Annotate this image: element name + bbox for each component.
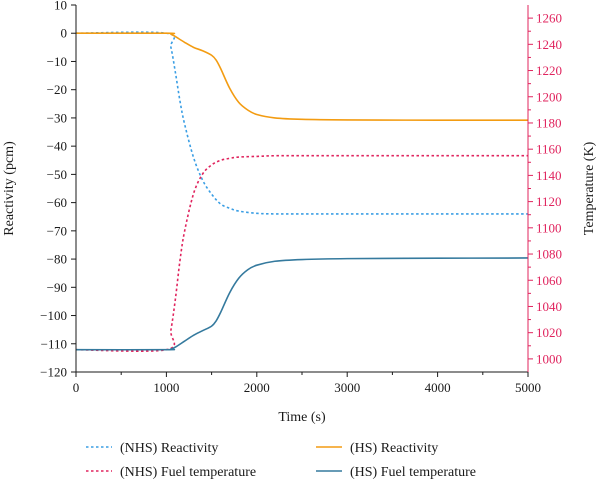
x-tick-label: 5000 <box>515 380 541 395</box>
y-left-tick-label: −110 <box>41 336 67 351</box>
y-left-tick-label: −30 <box>47 110 67 125</box>
y-left-tick-label: 10 <box>54 0 67 13</box>
series-layer <box>76 31 528 352</box>
y-right-tick-label: 1260 <box>536 11 562 26</box>
x-tick-label: 1000 <box>153 380 179 395</box>
y-left-tick-label: 0 <box>61 26 68 41</box>
y-right-tick-label: 1200 <box>536 89 562 104</box>
x-tick-label: 0 <box>73 380 80 395</box>
y-right-tick-label: 1060 <box>536 273 562 288</box>
y-left-tick-label: −80 <box>47 252 67 267</box>
y-right-tick-label: 1120 <box>536 194 562 209</box>
y-right-tick-label: 1140 <box>536 168 562 183</box>
series-nhs-reactivity-line <box>76 31 528 215</box>
y-right-tick-label: 1000 <box>536 351 562 366</box>
legend-label-hs-fuel-temperature: (HS) Fuel temperature <box>350 465 476 480</box>
y-left-tick-label: −90 <box>47 280 67 295</box>
ticks-layer: 0 1000 2000 3000 4000 5000 10 0 −10 −20 −30 −40 −50 −… <box>40 0 562 395</box>
y-left-tick-label: −20 <box>47 82 67 97</box>
y-right-tick-label: 1020 <box>536 325 562 340</box>
y-left-tick-label: −70 <box>47 223 67 238</box>
y-right-tick-label: 1040 <box>536 299 562 314</box>
legend-label-nhs-fuel-temperature: (NHS) Fuel temperature <box>120 465 256 480</box>
y-right-tick-label: 1240 <box>536 37 562 52</box>
y-right-tick-label: 1160 <box>536 142 562 157</box>
y-right-tick-label: 1220 <box>536 63 562 78</box>
legend-label-hs-reactivity: (HS) Reactivity <box>350 441 438 456</box>
x-tick-label: 2000 <box>244 380 270 395</box>
y-left-tick-label: −10 <box>47 54 67 69</box>
y-left-axis-title: Reactivity (pcm) <box>2 141 17 236</box>
y-right-tick-label: 1100 <box>536 220 562 235</box>
legend: (NHS) Reactivity (HS) Reactivity (NHS) Fue… <box>86 441 476 480</box>
y-left-tick-label: −100 <box>40 308 67 323</box>
x-tick-label: 4000 <box>425 380 451 395</box>
y-left-tick-label: −50 <box>47 167 67 182</box>
y-right-tick-label: 1080 <box>536 247 562 262</box>
y-left-tick-label: −120 <box>40 365 67 380</box>
y-right-axis-title: Temperature (K) <box>582 141 597 235</box>
series-nhs-fuel-temperature-line <box>76 154 528 352</box>
y-left-tick-label: −60 <box>47 195 67 210</box>
x-axis-title: Time (s) <box>278 410 326 425</box>
axes-layer <box>75 5 529 373</box>
y-left-tick-label: −40 <box>47 139 67 154</box>
legend-label-nhs-reactivity: (NHS) Reactivity <box>120 441 218 456</box>
y-right-tick-label: 1180 <box>536 115 562 130</box>
x-tick-label: 3000 <box>334 380 360 395</box>
series-hs-reactivity-line <box>76 32 528 122</box>
series-hs-fuel-temperature-line <box>76 257 528 351</box>
